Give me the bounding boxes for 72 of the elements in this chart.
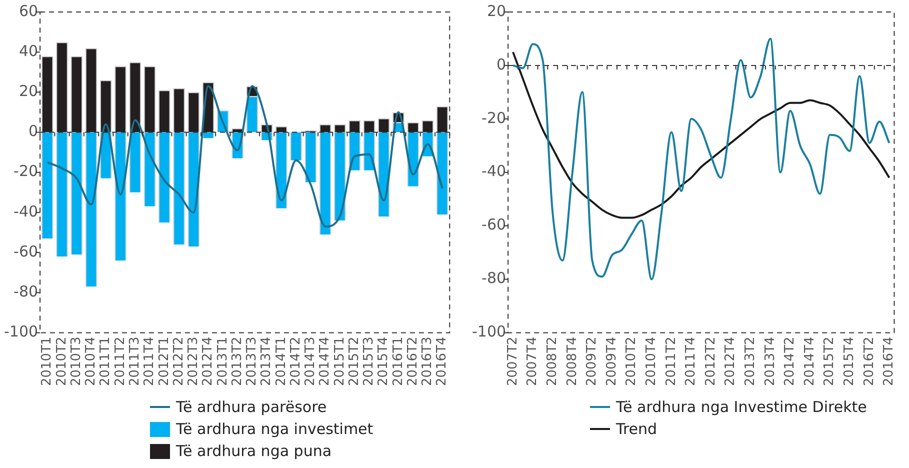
- x-tick-label: 2013T2: [230, 336, 245, 386]
- x-tick-label: 2014T3: [303, 336, 318, 386]
- y-tick-label: 20: [486, 2, 506, 20]
- y-tick-label: -20: [482, 108, 506, 127]
- y-tick-label: -80: [482, 269, 506, 288]
- x-tick-label: 2015T3: [362, 336, 377, 386]
- x-tick-label: 2012T2: [171, 336, 186, 386]
- x-tick-label: 2015T1: [332, 336, 348, 386]
- x-tick-label: 2015T2: [822, 336, 838, 386]
- y-tick-label: -80: [14, 282, 38, 301]
- y-tick-label: -100: [472, 322, 506, 341]
- y-tick-label: 60: [18, 2, 38, 20]
- line-series: [46, 85, 444, 228]
- x-tick-label: 2015T2: [346, 336, 362, 386]
- x-tick-label: 2013T4: [762, 336, 778, 386]
- x-tick-label: 2010T1: [40, 336, 55, 386]
- x-tick-label: 2016T2: [862, 336, 877, 386]
- x-tick-label: 2014T2: [782, 336, 798, 386]
- y-tick-label: -20: [14, 162, 38, 180]
- x-tick-label: 2009T2: [584, 336, 600, 386]
- x-tick-label: 2007T4: [525, 336, 540, 386]
- x-tick-label: 2013T3: [244, 336, 260, 386]
- x-tick-label: 2009T4: [604, 336, 620, 386]
- x-tick-label: 2016T2: [405, 336, 420, 386]
- y-tick-label: -40: [14, 202, 38, 220]
- x-tick-label: 2014T1: [274, 336, 289, 386]
- x-tick-label: 2011T4: [684, 336, 699, 386]
- x-tick-label: 2015T4: [842, 336, 858, 386]
- x-tick-label: 2012T4: [200, 336, 216, 386]
- y-tick-label: 40: [18, 42, 38, 60]
- y-tick-label: 0: [28, 122, 38, 140]
- x-tick-label: 2008T4: [564, 336, 580, 386]
- legend-label: Të ardhura parësore: [176, 397, 327, 418]
- x-tick-label: 2012T4: [723, 336, 738, 386]
- x-tick-label: 2011T3: [128, 336, 143, 386]
- x-tick-label: 2014T4: [318, 336, 333, 386]
- x-tick-label: 2013T4: [259, 336, 274, 386]
- legend-label: Të ardhura nga puna: [176, 441, 332, 462]
- x-tick-label: 2012T3: [186, 336, 202, 386]
- x-tick-label: 2016T4: [882, 336, 897, 386]
- y-tick-label: 0: [496, 55, 506, 74]
- x-tick-label: 2011T2: [112, 336, 128, 386]
- y-tick-label: -40: [482, 162, 506, 180]
- x-tick-label: 2007T2: [505, 336, 520, 386]
- x-tick-label: 2010T2: [624, 336, 640, 386]
- line-series: [512, 51, 890, 219]
- x-tick-label: 2012T1: [156, 336, 172, 386]
- legend-label: Të ardhura nga investimet: [176, 419, 374, 440]
- x-tick-label: 2016T1: [390, 336, 406, 386]
- x-tick-label: 2010T3: [68, 336, 84, 386]
- x-tick-label: 2015T4: [376, 336, 392, 386]
- y-tick-label: -60: [482, 216, 506, 234]
- x-tick-label: 2012T2: [703, 336, 718, 386]
- x-tick-label: 2011T1: [98, 336, 114, 386]
- y-tick-label: -60: [14, 242, 38, 260]
- y-tick-label: 20: [18, 82, 38, 100]
- x-tick-label: 2014T2: [288, 336, 304, 386]
- x-tick-label: 2016T3: [420, 336, 436, 386]
- x-tick-label: 2008T2: [544, 336, 560, 386]
- x-tick-label: 2010T4: [644, 336, 659, 386]
- x-tick-label: 2011T4: [142, 336, 158, 386]
- x-tick-label: 2011T2: [664, 336, 679, 386]
- x-tick-label: 2014T4: [802, 336, 818, 386]
- y-tick-label: -100: [4, 322, 38, 341]
- x-tick-label: 2013T1: [215, 336, 230, 386]
- x-tick-label: 2016T4: [434, 336, 450, 386]
- x-tick-label: 2010T2: [54, 336, 70, 386]
- x-tick-label: 2010T4: [84, 336, 99, 386]
- line-series: [512, 38, 890, 280]
- legend-label: Të ardhura nga Investime Direkte: [616, 397, 867, 418]
- legend-label: Trend: [616, 419, 658, 440]
- x-tick-label: 2013T2: [743, 336, 758, 386]
